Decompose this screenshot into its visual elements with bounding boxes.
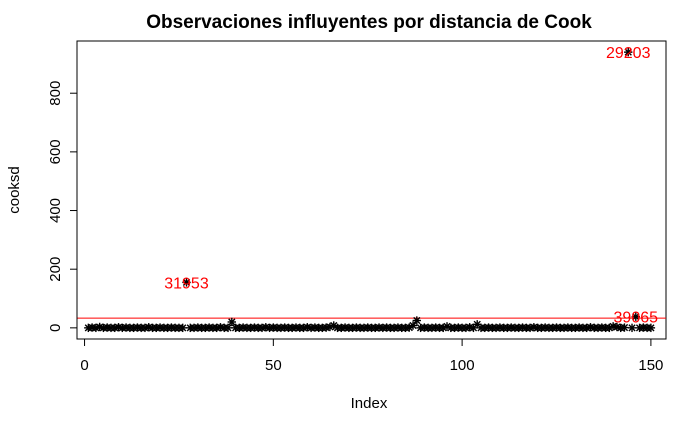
y-tick-label: 200 (47, 257, 64, 282)
data-point (408, 321, 418, 330)
plot-area-border (76, 40, 667, 340)
x-axis-label: Index (351, 395, 388, 412)
data-point (227, 317, 237, 327)
data-point (646, 323, 656, 333)
point-annotation: 29203 (606, 45, 651, 62)
y-tick-label: 800 (47, 81, 64, 106)
data-point (178, 323, 187, 333)
data-point (182, 278, 191, 287)
x-tick-label: 100 (450, 357, 475, 374)
data-point (223, 323, 233, 333)
point-annotation: 39065 (614, 310, 659, 327)
data-point (412, 316, 422, 325)
x-axis: 0 50 100 150 (80, 338, 663, 374)
y-axis: 0 200 400 600 800 (47, 81, 78, 332)
y-tick-label: 600 (47, 139, 64, 164)
x-tick-label: 0 (80, 357, 88, 374)
chart-title: Observaciones influyentes por distancia … (146, 12, 592, 33)
x-tick-label: 150 (638, 357, 663, 374)
data-point (631, 312, 640, 321)
point-annotation: 31953 (164, 275, 209, 292)
data-point (620, 323, 629, 332)
data-point (624, 47, 633, 57)
data-point (627, 323, 637, 333)
x-tick-label: 50 (265, 357, 282, 374)
y-tick-label: 400 (47, 198, 64, 223)
y-axis-label: cooksd (6, 166, 23, 214)
y-tick-label: 0 (47, 324, 64, 332)
